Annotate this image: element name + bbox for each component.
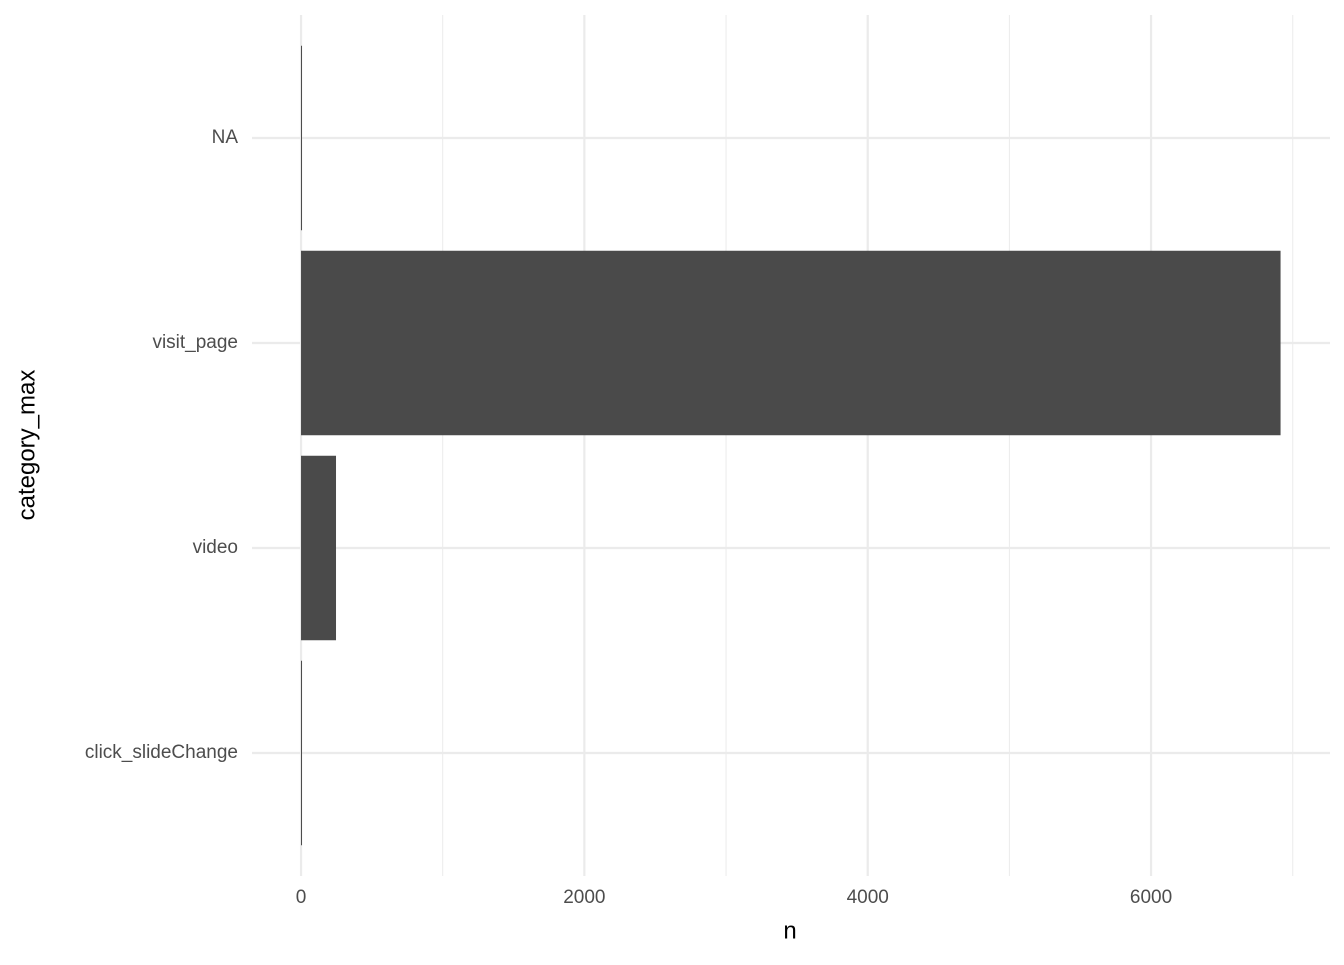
bar xyxy=(301,250,1281,436)
bar xyxy=(301,660,303,846)
y-tick-label: video xyxy=(193,537,238,558)
y-tick-label: visit_page xyxy=(152,332,238,353)
x-tick-label: 6000 xyxy=(1130,887,1172,908)
x-tick-label: 4000 xyxy=(847,887,889,908)
bar xyxy=(301,455,337,641)
y-axis-title: category_max xyxy=(13,370,40,521)
bar xyxy=(301,45,303,231)
x-tick-label: 2000 xyxy=(563,887,605,908)
y-tick-label: click_slideChange xyxy=(85,742,238,763)
y-tick-label: NA xyxy=(212,127,239,148)
x-tick-label: 0 xyxy=(296,887,307,908)
x-axis-title: n xyxy=(783,917,796,944)
